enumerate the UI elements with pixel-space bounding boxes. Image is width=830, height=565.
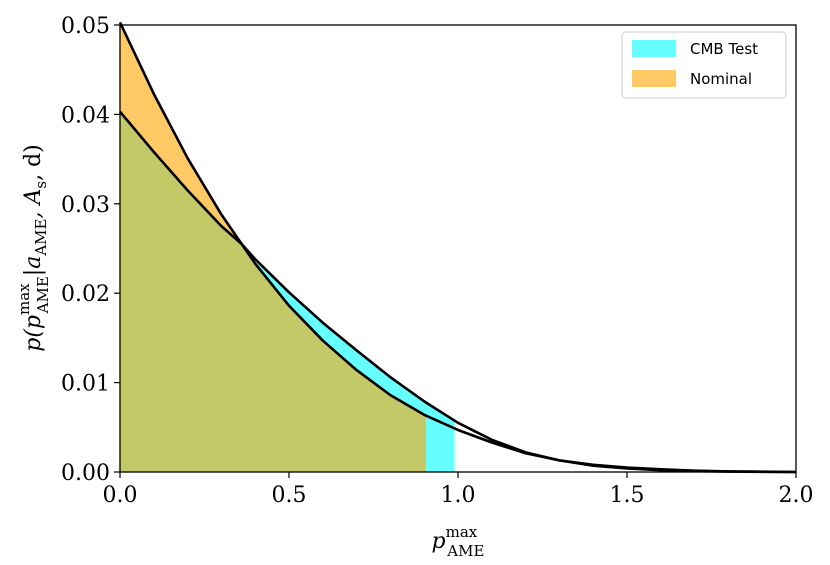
y-axis-label-sup: max <box>15 283 33 315</box>
series-lines <box>118 21 797 474</box>
legend-swatch-cmb-test <box>632 40 676 57</box>
y-axis-ticks: 0.00 0.01 0.02 0.03 0.04 0.05 <box>61 14 120 486</box>
x-axis-ticks: 0.0 0.5 1.0 1.5 2.0 <box>103 472 814 508</box>
y-tick-label: 0.03 <box>61 193 110 218</box>
y-axis-label-sub: AME <box>34 276 52 314</box>
y-axis-label-sub3: s <box>32 181 50 189</box>
area-fill-nominal <box>120 22 426 473</box>
y-axis-label-part1: p(p <box>21 315 46 352</box>
legend-label-nominal: Nominal <box>690 70 752 88</box>
y-axis-label-part2: |a <box>21 256 46 277</box>
y-axis-label: p(pmaxAME|aAME, As, d) <box>15 144 52 351</box>
x-tick-label: 1.5 <box>610 483 645 508</box>
x-axis-label-sub: AME <box>446 542 484 560</box>
x-axis-label-sup: max <box>446 523 478 541</box>
legend-swatch-nominal <box>632 70 676 87</box>
y-tick-label: 0.01 <box>61 372 110 397</box>
legend: CMB Test Nominal <box>621 31 787 99</box>
x-tick-label: 0.5 <box>272 483 307 508</box>
y-axis-label-part3: , A <box>21 189 46 219</box>
curve-line-nominal <box>118 21 797 474</box>
x-axis-label: pmax AME <box>432 523 485 560</box>
x-tick-label: 2.0 <box>779 483 814 508</box>
x-axis-label-base: p <box>432 529 446 554</box>
y-tick-label: 0.05 <box>61 14 110 39</box>
y-axis-label-part4: , d) <box>21 144 46 181</box>
legend-label-cmb-test: CMB Test <box>690 40 758 58</box>
y-axis-label-sub2: AME <box>32 219 50 257</box>
y-tick-label: 0.02 <box>61 282 110 307</box>
y-tick-label: 0.04 <box>61 103 110 128</box>
x-tick-label: 1.0 <box>441 483 476 508</box>
y-tick-label: 0.00 <box>61 461 110 486</box>
x-tick-label: 0.0 <box>103 483 138 508</box>
